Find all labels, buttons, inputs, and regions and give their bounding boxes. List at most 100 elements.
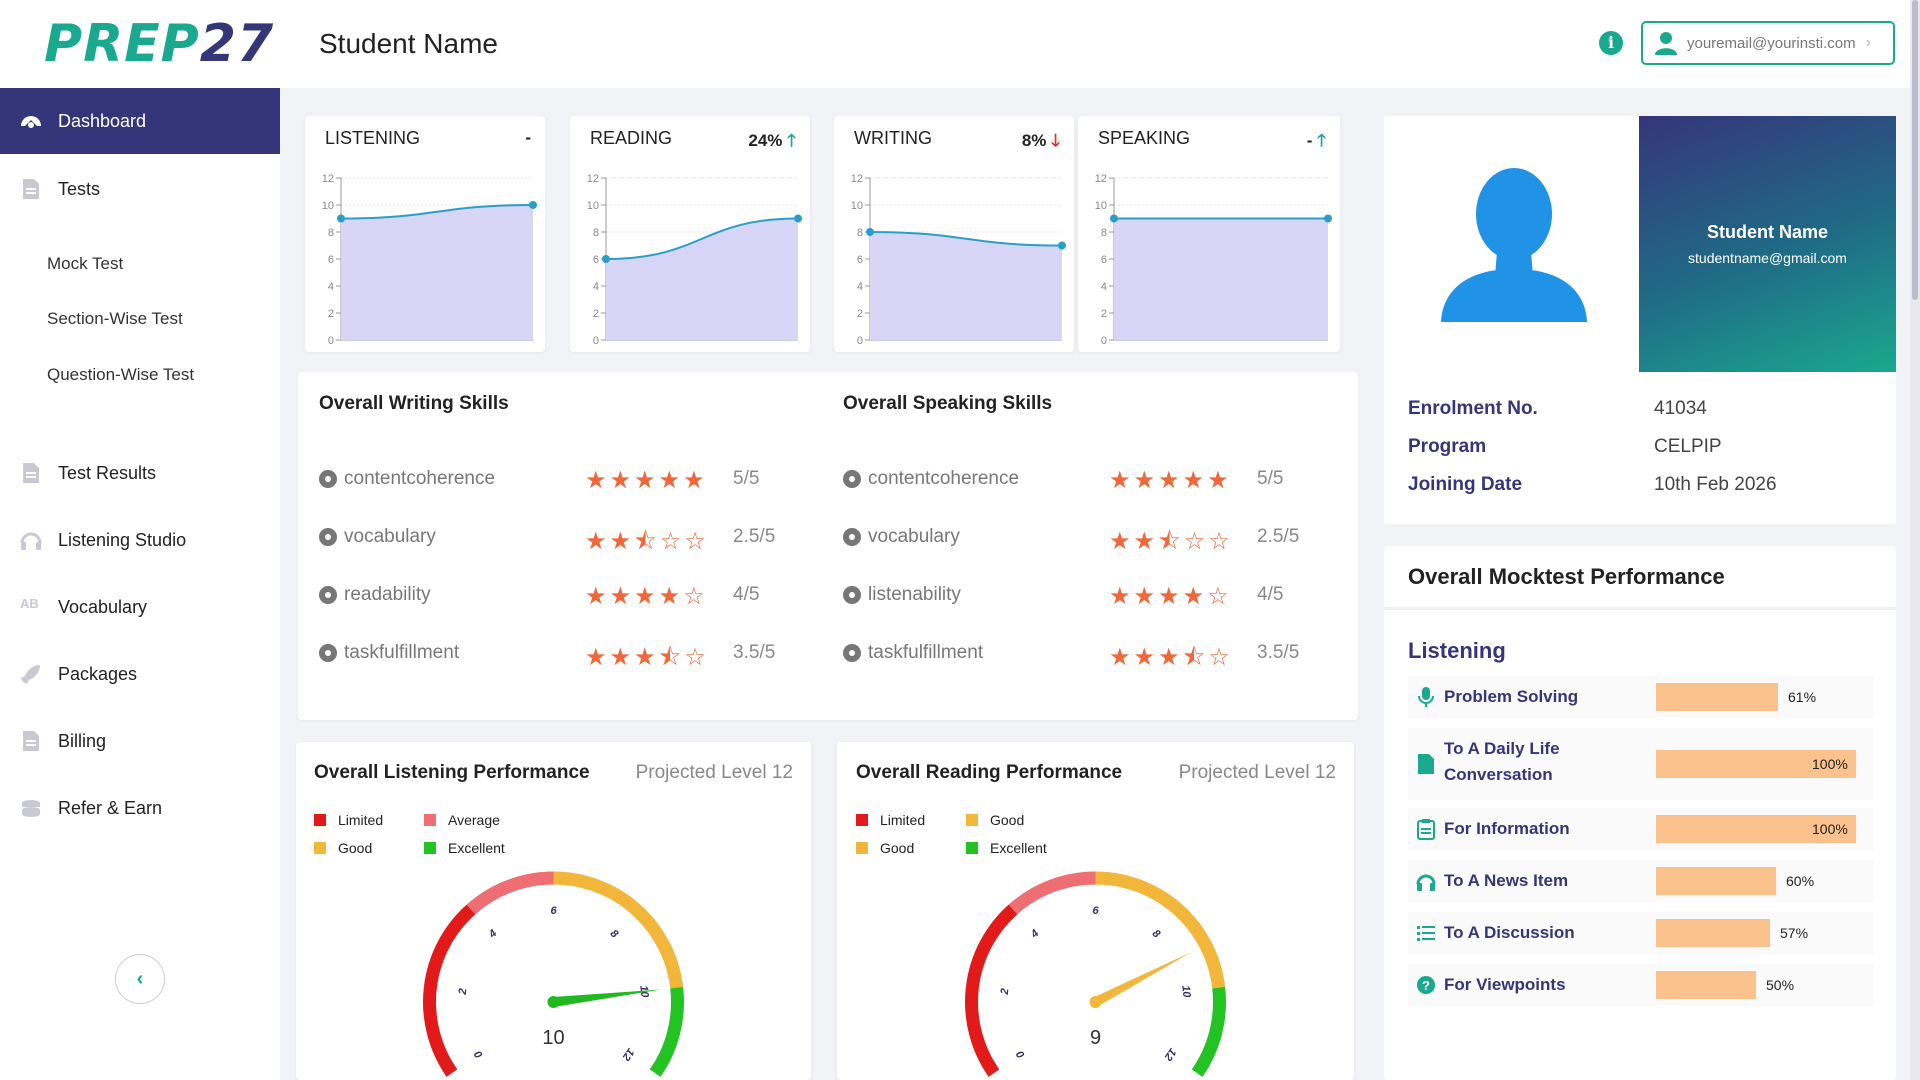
- mocktest-row: Problem Solving 61%: [1408, 676, 1874, 718]
- info-icon[interactable]: i: [1599, 31, 1623, 55]
- gauge-tick-label: 12: [620, 1046, 637, 1063]
- radio-indicator: [319, 470, 337, 488]
- mocktest-row: To A News Item 60%: [1408, 860, 1874, 902]
- y-tick-label: 0: [1101, 335, 1107, 347]
- reading-performance-card: Overall Reading Performance Projected Le…: [837, 742, 1354, 1080]
- sidebar-item-billing[interactable]: Billing: [0, 708, 280, 774]
- brand-logo[interactable]: PREP27: [44, 14, 275, 74]
- skill-name: listenability: [868, 584, 961, 605]
- y-tick-label: 12: [322, 173, 334, 185]
- y-tick-label: 10: [1095, 200, 1107, 212]
- change-value: 24%: [748, 131, 783, 150]
- gauge-tick-label: 0: [1014, 1048, 1028, 1061]
- radio-indicator: [319, 644, 337, 662]
- sidebar-subitem-question-wise-test[interactable]: Question-Wise Test: [47, 365, 195, 384]
- y-tick-label: 2: [857, 308, 863, 320]
- gauge-tick-label: 8: [1150, 928, 1163, 942]
- dashboard-icon: [21, 116, 41, 128]
- change-value: -: [525, 128, 531, 147]
- headphones-icon: [20, 532, 42, 550]
- series-area: [1114, 218, 1328, 340]
- y-tick-label: 8: [328, 227, 334, 239]
- gauge-tick-label: 6: [1092, 905, 1099, 917]
- change-indicator: -: [525, 128, 531, 148]
- skill-name: readability: [344, 584, 431, 605]
- sidebar-item-tests[interactable]: Tests: [0, 156, 280, 222]
- sidebar-item-listening-studio[interactable]: Listening Studio: [0, 507, 280, 573]
- y-tick-label: 12: [587, 173, 599, 185]
- legend-item: Good: [314, 840, 372, 856]
- y-tick-label: 8: [1101, 227, 1107, 239]
- skill-row: taskfulfillment: [843, 642, 983, 664]
- legend-swatch: [314, 814, 326, 826]
- sidebar: Dashboard Tests Mock Test Section-Wise T…: [0, 88, 280, 1080]
- star-rating: ★★⯪☆☆: [1109, 527, 1233, 555]
- legend-label: Good: [990, 812, 1025, 828]
- sidebar-item-dashboard[interactable]: Dashboard: [0, 88, 280, 154]
- svg-text:?: ?: [1422, 978, 1430, 993]
- gauge-band: [1095, 871, 1226, 989]
- listening-performance-card: Overall Listening Performance Projected …: [296, 742, 811, 1080]
- mocktest-section-title: Listening: [1408, 638, 1506, 663]
- y-tick-label: 6: [328, 254, 334, 266]
- data-point: [602, 255, 610, 263]
- mocktest-row-label: For Information: [1444, 819, 1570, 838]
- series-area: [606, 218, 798, 340]
- card-title: LISTENING: [325, 128, 421, 148]
- star-rating: ★★★★☆: [1109, 582, 1232, 610]
- skill-score: 4/5: [733, 584, 760, 605]
- radio-indicator: [319, 528, 337, 546]
- collapse-sidebar-button[interactable]: ‹: [115, 954, 165, 1004]
- legend-item: Excellent: [424, 840, 505, 856]
- page-scrollbar[interactable]: [1910, 0, 1920, 1080]
- star-rating: ★★★★☆: [585, 582, 708, 610]
- sidebar-item-test-results[interactable]: Test Results: [0, 440, 280, 506]
- headphones-icon: [1416, 870, 1436, 892]
- speaking-skills-title: Overall Speaking Skills: [843, 393, 1053, 414]
- sidebar-item-packages[interactable]: Packages: [0, 641, 280, 707]
- gauge-band: [423, 904, 476, 1077]
- coins-icon: [22, 800, 40, 817]
- mocktest-header: Overall Mocktest Performance: [1384, 546, 1896, 610]
- gauge-tick-label: 12: [1162, 1046, 1179, 1063]
- gauge-tick-label: 6: [550, 905, 557, 917]
- sidebar-item-vocabulary[interactable]: AB Vocabulary: [0, 574, 280, 640]
- data-point: [1058, 241, 1066, 250]
- legend-swatch: [314, 842, 326, 854]
- radio-indicator: [843, 528, 861, 546]
- user-icon: [1655, 32, 1677, 55]
- chevron-right-icon: ›: [1865, 34, 1871, 51]
- y-tick-label: 0: [593, 335, 599, 347]
- star-rating: ★★★★★: [585, 466, 708, 494]
- skills-card: Overall Writing Skills Overall Speaking …: [298, 372, 1358, 720]
- series-area: [341, 205, 533, 340]
- projected-level: Projected Level 12: [635, 762, 793, 783]
- legend-swatch: [856, 814, 868, 826]
- star-rating: ★★⯪☆☆: [585, 527, 709, 555]
- gauge-needle: [552, 989, 661, 1007]
- skill-score: 2.5/5: [1257, 526, 1300, 547]
- skill-score: 3.5/5: [733, 642, 776, 663]
- radio-indicator: [843, 586, 861, 604]
- listening-trend-chart: 0 2 4 6 8 10 12: [322, 173, 537, 347]
- progress-label: 100%: [1812, 821, 1848, 837]
- avatar: [1441, 168, 1587, 322]
- sidebar-subitem-mock-test[interactable]: Mock Test: [47, 254, 124, 273]
- sidebar-subitem-section-wise-test[interactable]: Section-Wise Test: [47, 309, 183, 328]
- arrow-up-icon: 🡑: [1317, 131, 1326, 150]
- skill-row: readability: [319, 584, 431, 606]
- radio-indicator: [319, 586, 337, 604]
- y-tick-label: 12: [1095, 173, 1107, 185]
- change-indicator: 8% 🡓: [1022, 128, 1060, 157]
- y-tick-label: 4: [593, 281, 599, 293]
- chevron-left-icon: ‹: [136, 968, 144, 990]
- sidebar-item-refer-earn[interactable]: Refer & Earn: [0, 775, 280, 841]
- series-area: [870, 232, 1062, 340]
- speaking-trend-card: SPEAKING - 🡑 0 2 4 6 8 10 12: [1078, 116, 1340, 352]
- account-email-button[interactable]: youremail@yourinsti.com ›: [1641, 21, 1895, 65]
- legend-item: Limited: [856, 812, 925, 828]
- skill-row: contentcoherence: [319, 468, 495, 490]
- data-point: [529, 201, 537, 209]
- writing-skills-title: Overall Writing Skills: [319, 393, 509, 414]
- scrollbar-thumb[interactable]: [1912, 0, 1918, 300]
